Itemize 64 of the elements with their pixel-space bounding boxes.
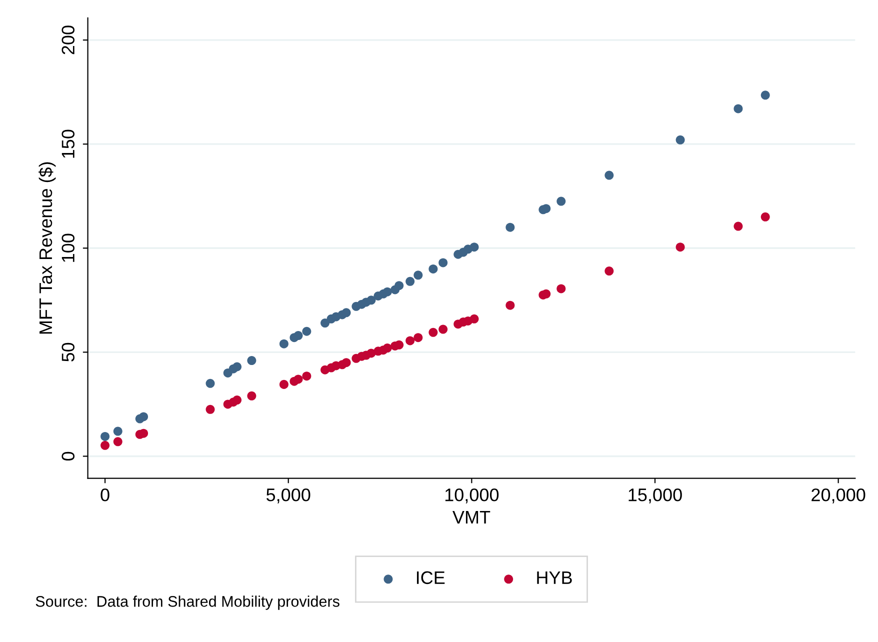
point [247, 356, 256, 366]
point [676, 135, 685, 144]
point [206, 378, 215, 388]
point [100, 440, 110, 450]
point [604, 266, 614, 276]
point [438, 324, 448, 334]
point [206, 404, 215, 414]
y-tick-label: 200 [62, 26, 75, 54]
x-axis-title: VMT [452, 511, 490, 524]
source-note: Source: Data from Shared Mobility providers [36, 596, 340, 610]
point [406, 276, 415, 286]
y-tick-label: 0 [62, 452, 75, 461]
point [279, 380, 288, 389]
point [382, 344, 392, 353]
point [342, 358, 351, 368]
point [279, 339, 288, 348]
legend-label: HYB [537, 571, 572, 584]
point [320, 318, 330, 328]
point [556, 196, 566, 206]
x-tick-label: 10,000 [445, 488, 499, 504]
point [302, 326, 312, 336]
point [342, 308, 351, 318]
point [676, 242, 685, 252]
point [542, 289, 551, 298]
point [428, 264, 438, 274]
point [232, 396, 242, 405]
point [414, 333, 423, 342]
point [470, 314, 479, 324]
point [394, 340, 404, 350]
point [542, 204, 551, 214]
point [294, 331, 303, 340]
point [406, 336, 415, 346]
point [438, 258, 448, 268]
y-tick-label: 100 [62, 234, 75, 262]
point [382, 287, 392, 296]
point [294, 374, 303, 384]
point [247, 391, 256, 400]
x-tick-label: 0 [100, 488, 110, 502]
x-tick-label: 15,000 [628, 488, 682, 504]
point [100, 432, 110, 441]
point [734, 104, 743, 114]
x-tick-label: 20,000 [812, 488, 866, 504]
point [734, 222, 743, 231]
point [604, 170, 614, 180]
point [302, 372, 312, 381]
point [366, 296, 376, 305]
point [760, 90, 770, 100]
point [113, 437, 122, 446]
point [394, 281, 404, 290]
point [470, 242, 479, 252]
point [428, 328, 438, 337]
point [113, 426, 122, 436]
point [506, 300, 515, 310]
point [506, 222, 515, 232]
y-tick-label: 150 [62, 130, 75, 158]
point [139, 412, 148, 422]
y-axis-title: MFT Tax Revenue ($) [38, 162, 56, 334]
point [760, 212, 770, 222]
x-tick-label: 5,000 [266, 488, 310, 504]
point [556, 284, 566, 294]
legend-label: ICE [416, 571, 445, 584]
point [414, 270, 423, 280]
y-tick-label: 50 [62, 342, 75, 362]
point [232, 362, 242, 372]
